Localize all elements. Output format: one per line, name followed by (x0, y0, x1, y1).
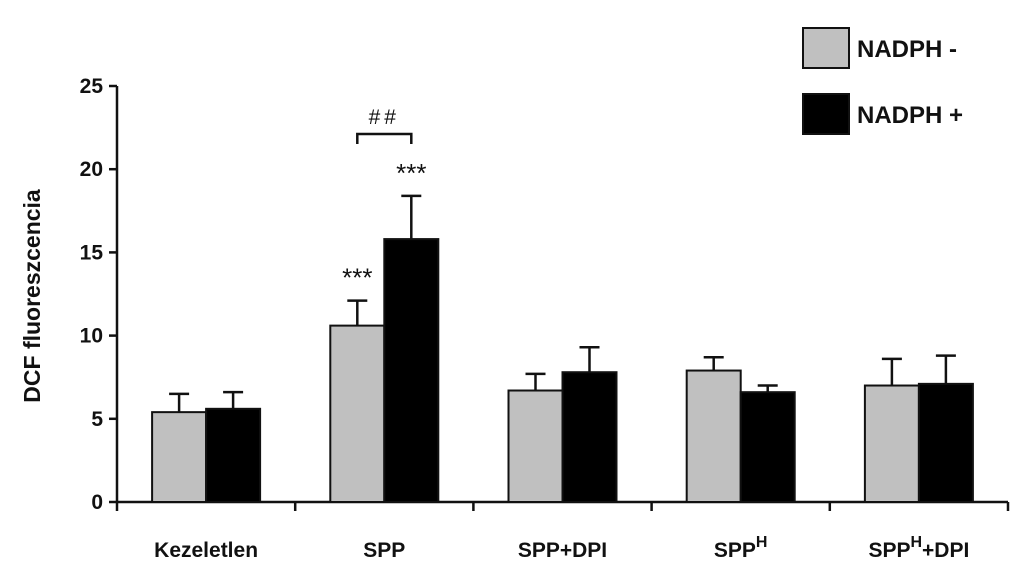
significance-label: *** (342, 263, 372, 293)
y-tick-label: 20 (80, 158, 103, 181)
bar-nadph-minus (151, 411, 208, 504)
bar-nadph-minus (685, 369, 742, 503)
significance-label: *** (396, 158, 426, 188)
bar-nadph-plus (739, 391, 796, 503)
bar-nadph-minus (507, 389, 564, 503)
bar-nadph-plus (205, 407, 262, 504)
bar-nadph-minus (329, 324, 386, 503)
bars (151, 194, 974, 504)
y-tick-label: 15 (80, 241, 104, 264)
bar-nadph-plus (917, 382, 974, 503)
y-axis-label: DCF fluoreszcencia (19, 189, 45, 403)
legend-label: NADPH + (857, 102, 963, 129)
y-tick-label: 10 (80, 325, 103, 348)
y-tick-label: 5 (91, 408, 103, 431)
bracket-label: ## (369, 106, 400, 129)
annotations: *** *** ## (342, 106, 426, 293)
x-tick-label: SPPH (714, 534, 768, 562)
y-tick-label: 25 (80, 75, 104, 98)
legend-swatch (802, 27, 850, 69)
bar-nadph-plus (383, 238, 440, 503)
y-tick-label: 0 (91, 491, 103, 514)
axes: 0 5 10 15 20 25 Kezeletlen SPP SPP+DPI SPPH SPPH+D… (80, 75, 1010, 562)
x-tick-label: SPP+DPI (518, 539, 607, 562)
bar-nadph-minus (863, 384, 920, 503)
x-tick-label: Kezeletlen (154, 539, 258, 562)
bar-nadph-plus (561, 371, 618, 504)
comparison-bracket (356, 132, 413, 144)
legend-label: NADPH - (857, 36, 957, 63)
legend: NADPH - NADPH + (802, 27, 963, 135)
x-tick-label: SPP (363, 539, 405, 562)
legend-swatch (802, 93, 850, 135)
x-tick-label: SPPH+DPI (868, 534, 969, 562)
